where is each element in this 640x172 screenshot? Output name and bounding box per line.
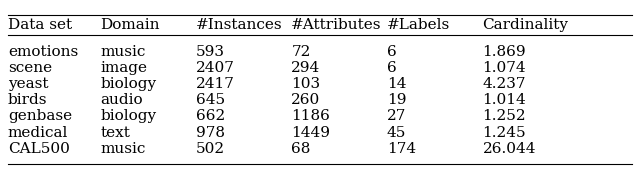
Text: 978: 978	[196, 126, 225, 139]
Text: 6: 6	[387, 61, 397, 75]
Text: 502: 502	[196, 142, 225, 156]
Text: 1.869: 1.869	[483, 45, 526, 59]
Text: 1.014: 1.014	[483, 93, 526, 107]
Text: 1.074: 1.074	[483, 61, 526, 75]
Text: 6: 6	[387, 45, 397, 59]
Text: emotions: emotions	[8, 45, 78, 59]
Text: 174: 174	[387, 142, 416, 156]
Text: 662: 662	[196, 109, 225, 123]
Text: 2407: 2407	[196, 61, 235, 75]
Text: 19: 19	[387, 93, 406, 107]
Text: 14: 14	[387, 77, 406, 91]
Text: genbase: genbase	[8, 109, 72, 123]
Text: 68: 68	[291, 142, 310, 156]
Text: 27: 27	[387, 109, 406, 123]
Text: 645: 645	[196, 93, 225, 107]
Text: #Instances: #Instances	[196, 18, 282, 32]
Text: biology: biology	[100, 77, 156, 91]
Text: text: text	[100, 126, 130, 139]
Text: scene: scene	[8, 61, 52, 75]
Text: 260: 260	[291, 93, 321, 107]
Text: 72: 72	[291, 45, 310, 59]
Text: Data set: Data set	[8, 18, 72, 32]
Text: Domain: Domain	[100, 18, 159, 32]
Text: 4.237: 4.237	[483, 77, 526, 91]
Text: birds: birds	[8, 93, 47, 107]
Text: #Attributes: #Attributes	[291, 18, 382, 32]
Text: music: music	[100, 142, 145, 156]
Text: biology: biology	[100, 109, 156, 123]
Text: Cardinality: Cardinality	[483, 18, 568, 32]
Text: CAL500: CAL500	[8, 142, 70, 156]
Text: image: image	[100, 61, 147, 75]
Text: audio: audio	[100, 93, 143, 107]
Text: 593: 593	[196, 45, 225, 59]
Text: 2417: 2417	[196, 77, 235, 91]
Text: 294: 294	[291, 61, 321, 75]
Text: 103: 103	[291, 77, 321, 91]
Text: 45: 45	[387, 126, 406, 139]
Text: 1186: 1186	[291, 109, 330, 123]
Text: 26.044: 26.044	[483, 142, 536, 156]
Text: #Labels: #Labels	[387, 18, 450, 32]
Text: medical: medical	[8, 126, 68, 139]
Text: 1449: 1449	[291, 126, 330, 139]
Text: music: music	[100, 45, 145, 59]
Text: yeast: yeast	[8, 77, 48, 91]
Text: 1.252: 1.252	[483, 109, 526, 123]
Text: 1.245: 1.245	[483, 126, 526, 139]
